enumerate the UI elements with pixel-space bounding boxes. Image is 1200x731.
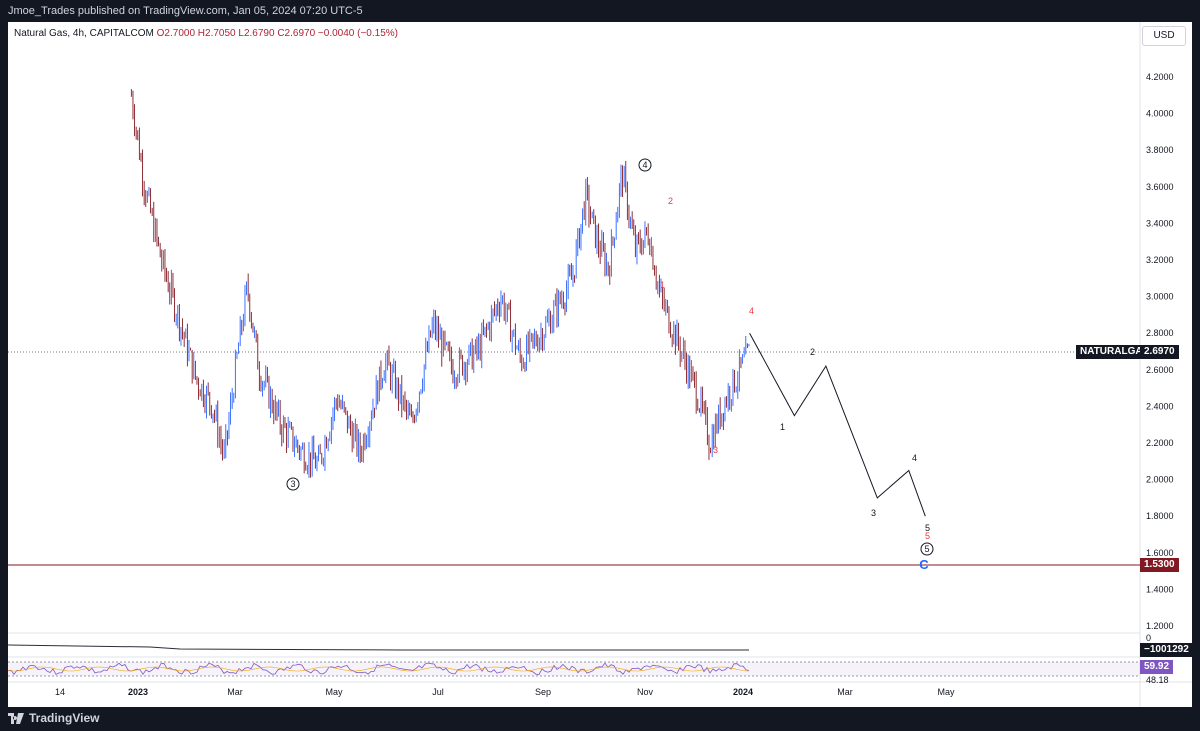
time-tick-label: 2024: [733, 687, 753, 697]
price-tick-label: 3.4000: [1146, 218, 1174, 228]
time-tick-label: 14: [55, 687, 65, 697]
ohlc-low: L2.6790: [238, 28, 274, 39]
symbol-legend[interactable]: Natural Gas, 4h, CAPITALCOM O2.7000 H2.7…: [14, 28, 398, 39]
price-tick-label: 1.4000: [1146, 584, 1174, 594]
wave-label-circle-4: 4: [642, 160, 647, 170]
price-tick-label: 4.2000: [1146, 72, 1174, 82]
red-wave-3: 3: [713, 445, 718, 455]
ohlc-change: −0.0040 (−0.15%): [318, 28, 398, 39]
support-price-tag: 1.5300: [1140, 558, 1179, 572]
price-tick-label: 1.6000: [1146, 548, 1174, 558]
price-tick-label: 2.0000: [1146, 475, 1174, 485]
rsi-band: [8, 662, 1140, 676]
symbol-tag-label: NATURALGAS: [1080, 346, 1149, 357]
footer-brand: TradingView: [29, 711, 99, 725]
volume-oscillator-line: [8, 645, 749, 650]
time-tick-label: May: [937, 687, 955, 697]
volume-zero-label: 0: [1146, 633, 1151, 643]
time-tick-label: Nov: [637, 687, 654, 697]
price-tick-label: 2.6000: [1146, 365, 1174, 375]
proj-wave-2: 2: [810, 347, 815, 357]
price-tick-label: 3.0000: [1146, 292, 1174, 302]
wave-label-circle-3: 3: [290, 479, 295, 489]
rsi-low-label: 48.18: [1146, 675, 1169, 685]
wave-label-c: C: [919, 557, 929, 572]
symbol-title: Natural Gas, 4h, CAPITALCOM: [14, 28, 154, 39]
time-tick-label: Mar: [227, 687, 243, 697]
time-tick-label: 2023: [128, 687, 148, 697]
price-tick-label: 1.2000: [1146, 621, 1174, 631]
time-tick-label: Mar: [837, 687, 853, 697]
tradingview-icon: [8, 713, 24, 724]
volume-value-tag: −1001292: [1140, 643, 1193, 657]
proj-wave-4: 4: [912, 453, 917, 463]
price-tick-label: 4.0000: [1146, 109, 1174, 119]
time-axis[interactable]: 14 2023 Mar May Jul Sep Nov 2024 Mar May: [55, 687, 955, 697]
price-tick-label: 3.2000: [1146, 255, 1174, 265]
footer-bar: TradingView: [0, 707, 1200, 731]
red-wave-2: 2: [668, 196, 673, 206]
tradingview-logo[interactable]: TradingView: [8, 711, 99, 725]
time-tick-label: Sep: [535, 687, 551, 697]
red-wave-1: 1: [660, 280, 665, 290]
price-tick-label: 2.8000: [1146, 328, 1174, 338]
red-wave-4: 4: [749, 306, 754, 316]
price-tick-label: 3.8000: [1146, 145, 1174, 155]
candlestick-series: [131, 89, 749, 478]
price-tick-label: 3.6000: [1146, 182, 1174, 192]
rsi-value-tag: 59.92: [1140, 660, 1173, 674]
ohlc-open: O2.7000: [157, 28, 195, 39]
proj-wave-5: 5: [925, 523, 930, 533]
price-tick-label: 1.8000: [1146, 511, 1174, 521]
proj-wave-3: 3: [871, 508, 876, 518]
ohlc-close: C2.6970: [277, 28, 315, 39]
wave-projection-line[interactable]: [750, 333, 926, 516]
currency-button[interactable]: USD: [1142, 26, 1186, 46]
price-tick-label: 2.2000: [1146, 438, 1174, 448]
time-tick-label: May: [325, 687, 343, 697]
proj-wave-1: 1: [780, 422, 785, 432]
ohlc-high: H2.7050: [198, 28, 236, 39]
last-price-tag: 2.6970: [1140, 345, 1179, 359]
price-tick-label: 2.4000: [1146, 401, 1174, 411]
wave-label-circle-5: 5: [924, 544, 929, 554]
time-tick-label: Jul: [432, 687, 444, 697]
